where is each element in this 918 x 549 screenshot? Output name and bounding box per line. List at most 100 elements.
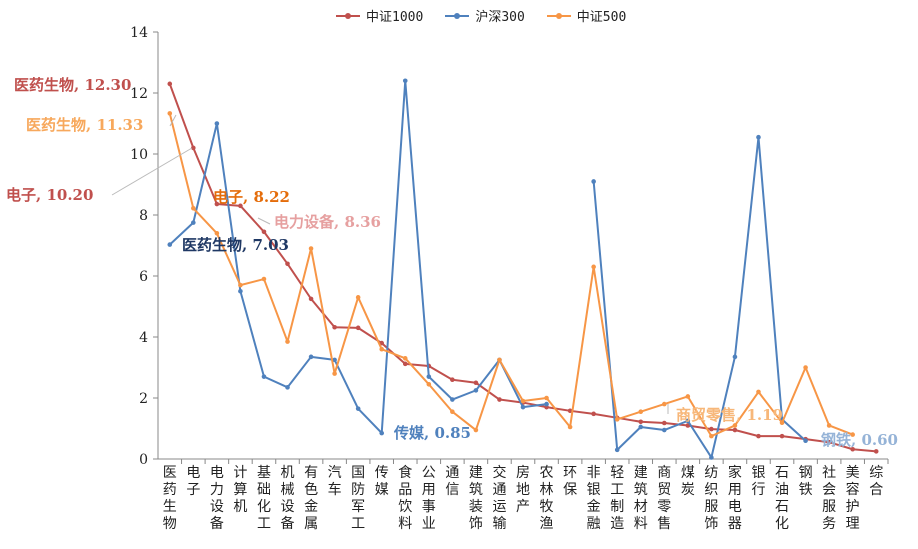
data-point-1 [379, 430, 385, 436]
data-point-0 [261, 229, 267, 235]
x-tick-char: 容 [846, 481, 860, 498]
data-point-2 [591, 264, 596, 270]
x-tick-char: 防 [351, 482, 365, 498]
data-point-2 [261, 276, 267, 282]
x-tick-char: 运 [492, 499, 506, 515]
annotation-label: 医药生物, 7.03 [182, 236, 289, 254]
x-tick-char: 备 [210, 515, 224, 532]
data-point-1 [285, 385, 290, 390]
x-tick-char: 械 [281, 482, 295, 498]
data-point-2 [332, 371, 337, 376]
data-point-0 [450, 377, 455, 383]
x-tick-char: 理 [846, 516, 860, 532]
data-point-2 [308, 246, 314, 251]
x-tick-char: 地 [516, 482, 530, 498]
annotation-leader [111, 147, 193, 196]
data-point-0 [214, 201, 220, 207]
legend-item-csi1000: 中证1000 [336, 6, 423, 25]
data-point-2 [214, 231, 220, 236]
x-tick-char: 电 [186, 465, 200, 481]
data-point-2 [850, 432, 855, 437]
x-tick-char: 电 [728, 499, 742, 515]
x-tick-label: 商贸零售 [657, 465, 671, 532]
x-tick-char: 通 [492, 482, 506, 498]
data-point-2 [732, 423, 738, 428]
x-tick-char: 商 [657, 465, 671, 481]
data-point-1 [803, 438, 808, 444]
data-point-0 [285, 261, 290, 267]
x-tick-label: 医药生物 [163, 465, 177, 532]
annotation-label: 医药生物, 12.30 [14, 76, 131, 94]
x-tick-char: 业 [422, 516, 436, 532]
legend-item-csi500: 中证500 [546, 6, 627, 25]
x-tick-char: 用 [728, 482, 742, 498]
y-tick-label: 10 [130, 147, 148, 163]
x-tick-char: 行 [751, 482, 765, 498]
x-tick-char: 机 [281, 465, 295, 481]
data-point-2 [520, 398, 526, 404]
annotation-leader [169, 114, 177, 127]
x-tick-char: 筑 [469, 482, 483, 498]
legend-swatch-csi300 [445, 12, 470, 19]
x-tick-char: 装 [469, 499, 483, 515]
x-tick-char: 交 [492, 464, 506, 481]
x-tick-char: 础 [257, 482, 271, 498]
data-point-1 [167, 242, 173, 247]
x-tick-char: 家 [728, 464, 742, 481]
data-point-1 [638, 424, 644, 430]
x-tick-label: 钢铁 [799, 465, 813, 498]
annotation-label: 商贸零售, 1.19 [676, 406, 783, 424]
series-line-2 [168, 113, 854, 438]
data-point-0 [308, 296, 314, 302]
x-tick-char: 环 [563, 465, 577, 481]
data-point-2 [544, 395, 549, 401]
data-point-1 [756, 134, 761, 140]
data-point-2 [285, 339, 290, 344]
data-point-0 [826, 439, 832, 445]
legend-label-csi500: 中证500 [576, 10, 627, 25]
data-point-1 [261, 374, 267, 379]
chart-legend: 中证1000 沪深300 中证500 [336, 6, 626, 25]
data-point-1 [402, 78, 408, 84]
data-point-0 [591, 411, 596, 417]
x-tick-label: 汽车 [328, 465, 342, 498]
annotation-label: 钢铁, 0.60 [821, 431, 898, 449]
x-tick-char: 产 [516, 499, 530, 515]
annotation-label: 电子, 10.20 [6, 186, 93, 204]
data-point-0 [661, 420, 667, 426]
data-point-1 [426, 374, 432, 379]
x-tick-char: 器 [728, 516, 742, 532]
x-tick-char: 属 [304, 516, 318, 532]
x-tick-label: 银行 [751, 465, 765, 498]
x-tick-char: 钢 [799, 465, 813, 481]
x-tick-char: 通 [445, 465, 459, 481]
x-tick-char: 工 [610, 482, 624, 498]
annotation-label: 传媒, 0.85 [393, 424, 471, 442]
legend-label-csi300: 沪深300 [475, 10, 525, 25]
x-tick-char: 非 [587, 465, 601, 481]
data-point-1 [520, 404, 526, 410]
x-tick-char: 物 [163, 516, 177, 532]
data-point-0 [191, 145, 196, 151]
legend-swatch-csi500 [546, 12, 571, 19]
data-point-2 [638, 409, 644, 415]
x-tick-char: 工 [257, 516, 271, 532]
x-tick-char: 计 [233, 465, 247, 481]
data-point-2 [402, 356, 408, 361]
data-point-0 [779, 433, 785, 439]
x-tick-char: 综 [869, 465, 883, 481]
x-tick-char: 房 [516, 465, 530, 481]
y-tick-label: 6 [139, 269, 148, 285]
x-tick-label: 电力设备 [210, 465, 224, 532]
x-tick-char: 渔 [540, 516, 554, 532]
annotation-label: 电子, 8.22 [213, 188, 290, 206]
data-point-1 [661, 427, 667, 433]
y-tick-label: 14 [130, 25, 148, 41]
x-tick-label: 环保 [563, 465, 577, 498]
x-tick-char: 有 [304, 465, 318, 481]
data-point-0 [709, 426, 714, 432]
